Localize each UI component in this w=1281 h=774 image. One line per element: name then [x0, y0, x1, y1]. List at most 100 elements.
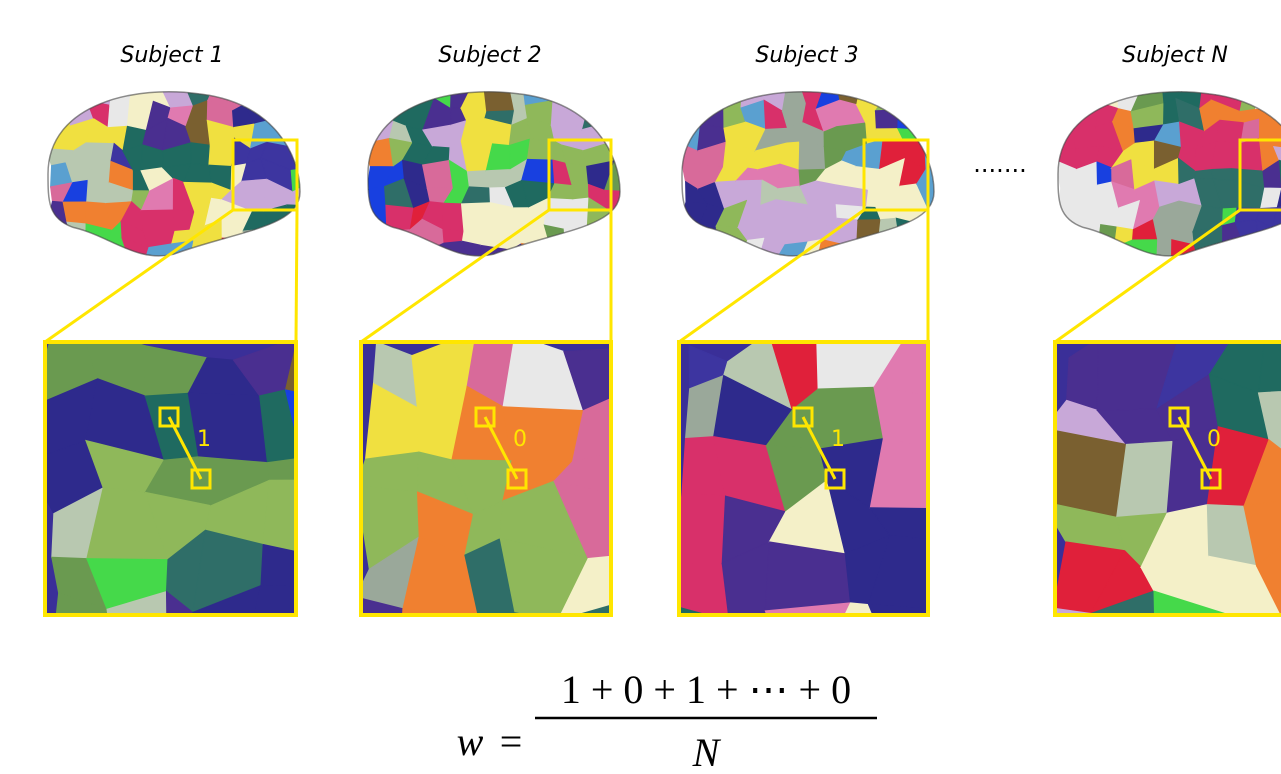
parcel	[901, 248, 928, 267]
parcel	[635, 377, 677, 461]
parcel	[287, 634, 346, 711]
parcel	[683, 242, 703, 272]
parcel	[71, 245, 89, 270]
pair-label: 0	[513, 427, 527, 452]
parcel	[309, 160, 327, 184]
parcel	[583, 101, 607, 130]
parcel	[51, 239, 75, 271]
parcel	[1256, 246, 1273, 261]
parcel	[939, 146, 968, 160]
parcel	[158, 635, 204, 723]
parcel	[302, 432, 360, 506]
parcel	[522, 244, 552, 271]
parcel	[51, 265, 72, 290]
parcel	[63, 202, 87, 224]
parcel	[1273, 83, 1281, 111]
parcel	[629, 447, 677, 498]
parcel	[87, 85, 113, 105]
parcel	[838, 259, 864, 291]
parcel	[1212, 169, 1235, 181]
pair-label: 1	[831, 427, 845, 452]
parcel	[191, 143, 210, 165]
parcel	[565, 246, 588, 267]
figure: Subject 11Subject 20Subject 31Subject N0…	[0, 0, 1281, 774]
parcel	[1211, 647, 1280, 723]
parcel	[362, 138, 394, 166]
parcel	[86, 245, 103, 263]
parcel	[567, 259, 588, 285]
parcel	[90, 261, 104, 284]
parcel	[1231, 261, 1256, 282]
parcel	[244, 240, 275, 270]
parcel	[1076, 262, 1105, 291]
parcel	[923, 84, 939, 109]
parcel	[838, 242, 856, 262]
parcel	[613, 479, 688, 556]
zoom-line	[296, 210, 297, 342]
parcel	[630, 180, 654, 206]
parcel	[944, 180, 965, 199]
parcel	[897, 86, 927, 110]
parcel	[937, 105, 969, 132]
parcel	[310, 149, 325, 168]
parcel	[856, 242, 879, 266]
parcel	[470, 262, 486, 288]
parcel	[130, 81, 153, 101]
parcel	[1240, 82, 1256, 111]
subject-title: Subject 3	[755, 43, 858, 68]
parcel	[362, 205, 387, 231]
parcel	[309, 178, 331, 210]
parcel	[515, 613, 584, 669]
parcel	[799, 142, 825, 170]
parcel	[303, 547, 350, 597]
parcel	[289, 119, 314, 149]
parcel	[102, 261, 131, 285]
parcel	[409, 80, 435, 102]
zoom-panel	[348, 331, 691, 718]
subject-column: Subject 11	[25, 43, 376, 723]
parcel	[679, 224, 702, 251]
parcel	[758, 261, 785, 283]
parcel	[144, 261, 173, 286]
parcel	[303, 480, 354, 553]
parcel	[1041, 643, 1113, 704]
parcel	[1264, 647, 1281, 723]
parcel	[490, 203, 514, 230]
parcel	[25, 641, 111, 708]
parcel	[724, 78, 743, 108]
parcel	[270, 269, 291, 288]
parcel	[304, 101, 333, 119]
parcel	[399, 638, 478, 717]
parcel	[484, 78, 514, 112]
parcel	[243, 266, 274, 286]
parcel	[1272, 246, 1281, 262]
parcel	[1108, 643, 1172, 721]
parcel	[1052, 261, 1081, 292]
parcel	[587, 242, 608, 261]
parcel	[940, 199, 963, 221]
formula-lhs: w	[457, 719, 484, 764]
parcel	[423, 160, 454, 188]
parcel	[286, 84, 315, 105]
parcel	[626, 89, 651, 112]
parcel	[629, 600, 675, 657]
parcel	[366, 224, 393, 251]
parcel	[224, 266, 244, 279]
parcel	[682, 85, 706, 104]
parcel	[916, 242, 945, 266]
parcel	[443, 203, 464, 231]
parcel	[1155, 653, 1217, 721]
parcel	[312, 119, 333, 150]
parcel	[924, 325, 1001, 398]
parcel	[673, 494, 725, 564]
parcel	[735, 263, 762, 282]
parcel	[677, 119, 700, 151]
parcel	[816, 181, 836, 205]
parcel	[606, 84, 629, 112]
parcel	[141, 210, 175, 232]
parcel	[1051, 103, 1083, 123]
parcel	[311, 221, 335, 248]
parcel	[366, 241, 394, 259]
parcel	[898, 105, 927, 131]
parcel	[696, 78, 724, 106]
